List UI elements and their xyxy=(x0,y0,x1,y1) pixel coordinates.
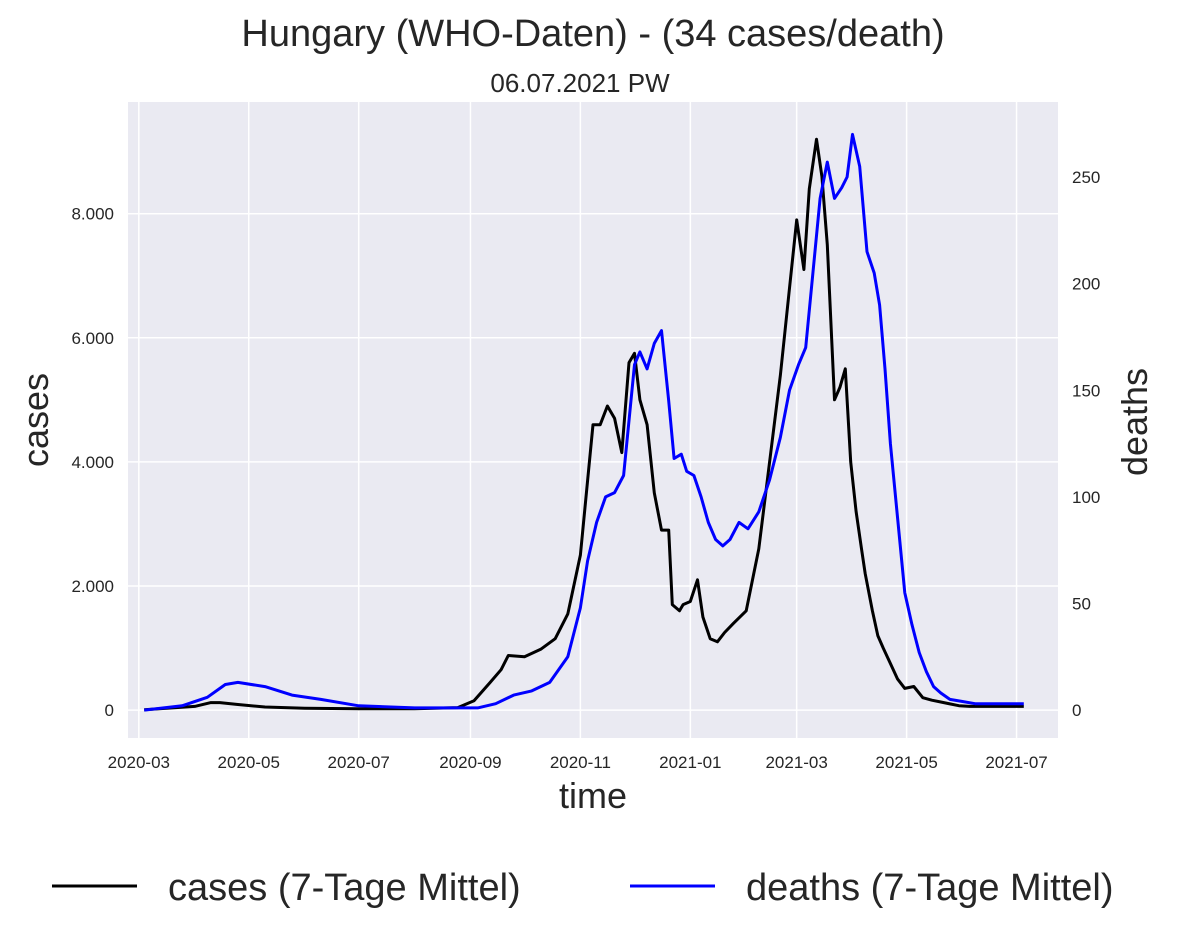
x-tick-labels: 2020-03 2020-05 2020-07 2020-09 2020-11 2021-… xyxy=(108,753,1048,772)
y-tick-labels: 0 2.000 4.000 6.000 8.000 xyxy=(71,205,114,720)
x-tick-label: 2020-11 xyxy=(550,753,611,772)
chart-subtitle: 06.07.2021 PW xyxy=(490,68,670,98)
x-tick-label: 2020-05 xyxy=(218,753,280,772)
y-tick-label: 6.000 xyxy=(71,329,114,348)
y-tick-label: 4.000 xyxy=(71,453,114,472)
y2-tick-label: 100 xyxy=(1072,488,1100,507)
y2-tick-label: 250 xyxy=(1072,168,1100,187)
x-tick-label: 2021-05 xyxy=(875,753,937,772)
y-tick-label: 8.000 xyxy=(71,205,114,224)
y2-axis-label: deaths xyxy=(1114,368,1155,476)
chart-title: Hungary (WHO-Daten) - (34 cases/death) xyxy=(241,13,944,55)
grid-lines xyxy=(128,102,1058,738)
x-tick-label: 2021-03 xyxy=(765,753,827,772)
deaths-series-line xyxy=(144,132,1024,712)
y2-tick-label: 50 xyxy=(1072,594,1091,613)
plot-area xyxy=(128,102,1058,738)
y2-tick-label: 200 xyxy=(1072,275,1100,294)
legend-label-cases: cases (7-Tage Mittel) xyxy=(168,867,521,909)
y2-tick-label: 150 xyxy=(1072,381,1100,400)
y2-tick-label: 0 xyxy=(1072,701,1081,720)
series-layer xyxy=(144,132,1024,712)
x-axis-label: time xyxy=(559,775,627,816)
legend: cases (7-Tage Mittel) deaths (7-Tage Mit… xyxy=(52,867,1114,909)
cases-series-line xyxy=(144,137,1024,712)
x-tick-label: 2020-03 xyxy=(108,753,170,772)
y-axis-label: cases xyxy=(15,373,56,467)
x-tick-label: 2020-07 xyxy=(328,753,390,772)
x-tick-label: 2020-09 xyxy=(439,753,501,772)
x-tick-label: 2021-01 xyxy=(659,753,721,772)
legend-label-deaths: deaths (7-Tage Mittel) xyxy=(746,867,1114,909)
y2-tick-labels: 0 50 100 150 200 250 xyxy=(1072,168,1100,720)
y-tick-label: 0 xyxy=(105,701,114,720)
y-tick-label: 2.000 xyxy=(71,577,114,596)
x-tick-label: 2021-07 xyxy=(985,753,1047,772)
